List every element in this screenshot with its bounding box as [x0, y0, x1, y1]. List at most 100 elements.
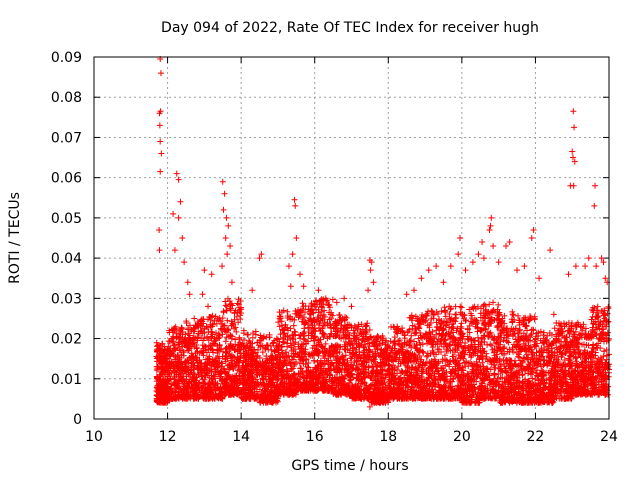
data-point: [167, 385, 174, 392]
data-point: [244, 343, 251, 350]
data-point: [210, 349, 217, 356]
data-point: [205, 324, 212, 331]
data-point: [173, 380, 180, 387]
data-point: [240, 327, 247, 334]
data-point: [256, 362, 263, 369]
data-point: [166, 352, 173, 359]
data-point: [233, 362, 240, 369]
data-point: [159, 359, 166, 366]
data-point: [192, 380, 199, 387]
x-tick-label: 10: [85, 429, 103, 445]
data-point: [242, 349, 249, 356]
data-point: [232, 389, 239, 396]
data-point: [153, 347, 160, 354]
data-point: [235, 356, 242, 363]
data-point: [239, 362, 246, 369]
data-point: [304, 363, 311, 370]
data-point: [207, 321, 214, 328]
data-point: [208, 328, 215, 335]
data-point: [251, 395, 258, 402]
data-point: [205, 355, 212, 362]
data-point: [225, 353, 232, 360]
data-point: [391, 334, 398, 341]
data-point: [228, 360, 235, 367]
data-point: [245, 331, 252, 338]
data-point: [210, 391, 217, 398]
data-point: [252, 382, 259, 389]
y-tick-label: 0.09: [51, 50, 82, 66]
data-point: [232, 324, 239, 331]
data-point: [206, 358, 213, 365]
data-point: [336, 311, 343, 318]
data-point: [191, 315, 198, 322]
data-point: [193, 395, 200, 402]
data-point: [193, 357, 200, 364]
y-tick-label: 0.02: [51, 332, 82, 348]
data-point: [209, 312, 216, 319]
data-point: [161, 399, 168, 406]
data-point: [219, 348, 226, 355]
data-point: [190, 370, 197, 377]
data-point: [223, 307, 230, 314]
data-point: [254, 372, 261, 379]
data-point: [249, 361, 256, 368]
x-tick-label: 14: [232, 429, 250, 445]
data-point: [222, 377, 229, 384]
data-point: [214, 315, 221, 322]
data-point: [224, 373, 231, 380]
data-point: [184, 391, 191, 398]
data-point: [232, 347, 239, 354]
data-point: [322, 360, 329, 367]
data-point: [247, 372, 254, 379]
data-point: [170, 388, 177, 395]
data-point: [249, 355, 256, 362]
data-point: [222, 338, 229, 345]
data-point: [171, 363, 178, 370]
data-point: [292, 328, 299, 335]
data-point: [211, 317, 218, 324]
data-point: [244, 394, 251, 401]
x-tick-label: 24: [600, 429, 618, 445]
data-point: [219, 331, 226, 338]
data-point: [209, 346, 216, 353]
data-point: [243, 377, 250, 384]
data-point: [228, 322, 235, 329]
data-point: [191, 325, 198, 332]
data-point: [154, 342, 161, 349]
data-point: [487, 341, 494, 348]
data-point: [201, 329, 208, 336]
data-point: [234, 300, 241, 307]
data-point: [201, 376, 208, 383]
data-point: [208, 334, 215, 341]
data-point: [167, 375, 174, 382]
data-point: [178, 343, 185, 350]
data-point: [186, 376, 193, 383]
data-point: [452, 311, 459, 318]
data-point: [185, 394, 192, 401]
data-point: [177, 359, 184, 366]
data-point: [259, 335, 266, 342]
data-point: [154, 354, 161, 361]
data-point: [191, 382, 198, 389]
y-tick-label: 0.04: [51, 251, 82, 267]
data-point: [223, 326, 230, 333]
data-point: [222, 349, 229, 356]
data-point: [221, 380, 228, 387]
data-point: [186, 322, 193, 329]
data-point: [172, 379, 179, 386]
data-point: [170, 365, 177, 372]
data-point: [252, 328, 259, 335]
data-point: [179, 370, 186, 377]
data-point: [458, 304, 465, 311]
data-point: [184, 347, 191, 354]
data-point: [205, 380, 212, 387]
data-point: [215, 384, 222, 391]
data-point: [329, 296, 336, 303]
data-point: [201, 362, 208, 369]
y-tick-label: 0.01: [51, 372, 82, 388]
data-point: [491, 372, 498, 379]
data-point: [299, 300, 306, 307]
x-tick-label: 18: [379, 429, 397, 445]
data-point: [203, 392, 210, 399]
y-tick-label: 0.03: [51, 291, 82, 307]
